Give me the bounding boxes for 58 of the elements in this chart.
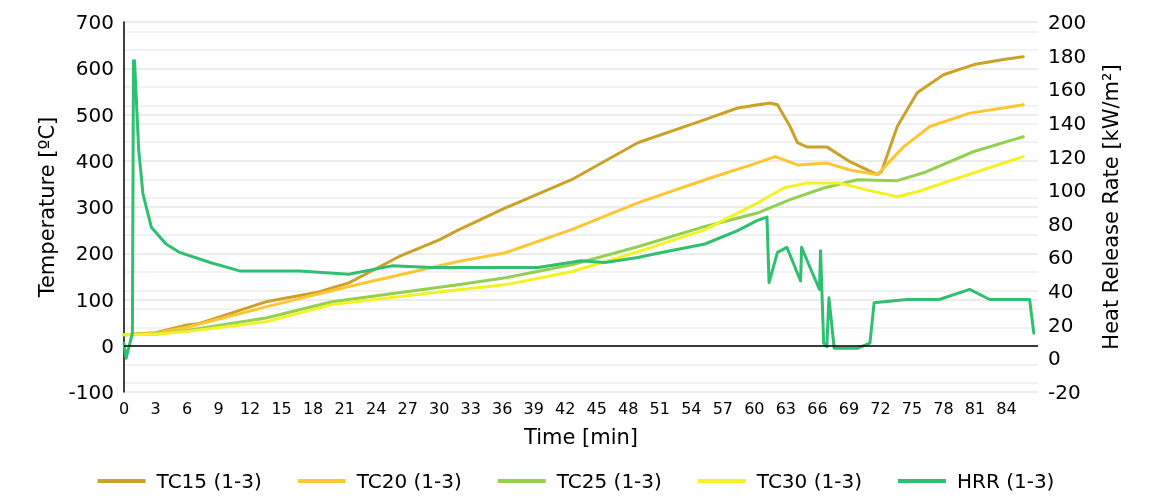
x-tick-label: 42 [555,398,576,418]
x-tick-label: 75 [901,398,923,418]
legend-label: HRR (1-3) [956,469,1055,493]
x-tick-label: 48 [618,398,639,418]
x-tick-label: 54 [681,398,702,418]
x-tick-label: 30 [428,398,450,418]
y-tick-label: 200 [75,241,114,266]
y2-tick-label: 120 [1048,144,1087,169]
y2-tick-label: 160 [1048,77,1087,102]
x-tick-label: 18 [302,398,324,418]
y-tick-label: 400 [75,148,114,173]
y2-tick-label: 0 [1048,346,1061,371]
x-tick-label: 3 [150,398,161,418]
y2-tick-label: 180 [1048,43,1087,68]
x-tick-label: 60 [744,398,765,418]
y2-tick-label: 200 [1048,10,1087,34]
legend-label: TC20 (1-3) [355,469,462,493]
y2-tick-label: 140 [1048,110,1087,135]
y2-axis-title: Heat Release Rate [kW/m²] [1098,64,1123,350]
x-tick-label: 21 [334,398,355,418]
x-tick-label: 12 [239,398,261,418]
x-tick-label: 51 [649,398,670,418]
x-tick-label: 78 [933,398,954,418]
y-tick-label: 0 [101,333,114,358]
y-tick-label: 100 [75,287,114,312]
x-tick-label: 15 [271,398,292,418]
x-tick-label: 57 [712,398,734,418]
x-tick-label: 81 [964,398,986,418]
legend-label: TC30 (1-3) [755,469,862,493]
y-tick-label: 300 [75,195,114,219]
y2-tick-label: 20 [1048,312,1074,337]
legend-label: TC15 (1-3) [155,469,262,493]
x-tick-label: 84 [996,398,1017,418]
y-axis-title: Temperature [ºC] [35,116,60,299]
x-tick-label: 6 [181,398,193,418]
x-tick-label: 0 [118,398,130,418]
y2-tick-label: 40 [1048,279,1074,304]
x-tick-label: 39 [523,398,544,418]
y2-tick-label: -20 [1048,380,1081,404]
x-tick-label: 9 [213,398,224,418]
y2-tick-label: 80 [1048,211,1074,236]
y-tick-label: -100 [68,380,114,404]
x-tick-label: 45 [586,398,607,418]
y2-tick-label: 100 [1048,178,1087,203]
x-tick-label: 36 [492,398,513,418]
y-tick-label: 600 [75,56,114,81]
x-tick-label: 66 [807,398,828,418]
x-tick-label: 72 [870,398,891,418]
y-tick-label: 700 [75,10,114,34]
x-tick-label: 27 [397,398,418,418]
x-tick-label: 63 [775,398,797,418]
x-tick-label: 24 [365,398,387,418]
y-tick-label: 500 [75,102,114,127]
legend-label: TC25 (1-3) [555,469,662,493]
x-tick-label: 33 [460,398,481,418]
x-tick-label: 69 [838,398,860,418]
y2-tick-label: 60 [1048,245,1074,270]
x-axis-title: Time [min] [522,424,639,449]
